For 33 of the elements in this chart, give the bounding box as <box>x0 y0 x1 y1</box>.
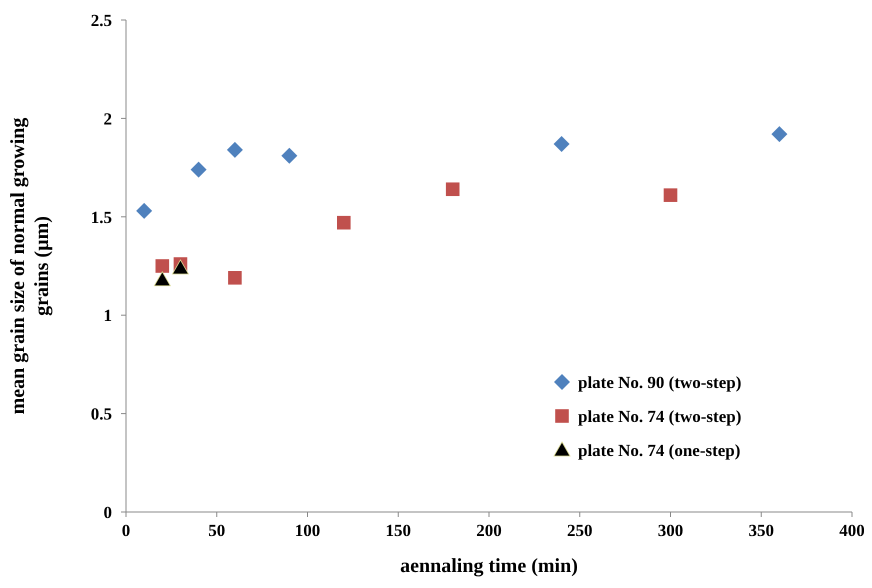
point <box>228 271 242 285</box>
x-tick-label: 200 <box>476 521 502 540</box>
point <box>281 148 298 164</box>
point <box>771 126 788 142</box>
y-tick-label: 0.5 <box>90 404 112 424</box>
x-tick-label: 400 <box>839 521 865 540</box>
y-tick-label: 1.5 <box>90 208 112 227</box>
x-tick-label: 50 <box>208 521 226 540</box>
y-tick-label: 2.5 <box>90 11 112 30</box>
legend-label: plate No. 74 (one-step) <box>578 441 740 460</box>
point <box>154 271 171 286</box>
y-axis-title: mean grain size of normal growing grains (µm) <box>7 118 53 414</box>
point <box>664 188 678 202</box>
x-tick-label: 100 <box>294 521 320 540</box>
point <box>136 202 152 219</box>
x-tick-label: 300 <box>658 521 684 540</box>
point <box>446 182 460 196</box>
point <box>226 142 243 158</box>
x-tick-label: 350 <box>748 521 774 540</box>
point <box>156 259 170 273</box>
point <box>337 216 351 230</box>
point <box>190 162 207 178</box>
legend-label: plate No. 90 (two-step) <box>578 373 742 392</box>
y-tick-label: 2 <box>104 109 112 128</box>
x-axis-title: aennaling time (min) <box>400 555 578 577</box>
x-tick-label: 150 <box>386 521 411 540</box>
y-tick-label: 0 <box>104 503 112 522</box>
point <box>554 136 570 152</box>
point <box>172 260 189 274</box>
x-tick-label: 250 <box>567 521 592 540</box>
y-tick-label: 1 <box>104 306 112 326</box>
x-tick-label: 0 <box>122 521 130 540</box>
legend-label: plate No. 74 (two-step) <box>578 407 742 426</box>
